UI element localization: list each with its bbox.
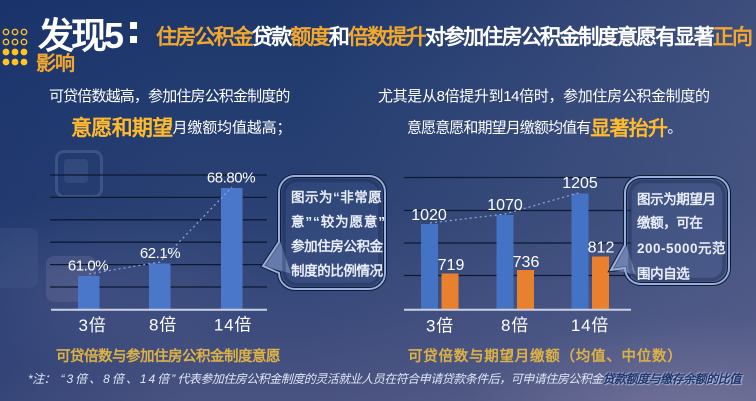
svg-text:14倍: 14倍 xyxy=(214,316,252,335)
svg-text:61.0%: 61.0% xyxy=(68,258,108,275)
svg-text:1020: 1020 xyxy=(411,207,447,224)
svg-text:8倍: 8倍 xyxy=(149,316,177,335)
svg-text:意”“较为愿意”: 意”“较为愿意” xyxy=(291,214,386,230)
svg-text:1205: 1205 xyxy=(562,175,598,192)
svg-text:图示为“非常愿: 图示为“非常愿 xyxy=(291,189,382,205)
svg-text:736: 736 xyxy=(513,254,540,271)
svg-text:3倍: 3倍 xyxy=(426,317,454,336)
svg-text:制度的比例情况: 制度的比例情况 xyxy=(291,263,384,279)
svg-text:1070: 1070 xyxy=(487,197,523,214)
svg-text:200-5000元范: 200-5000元范 xyxy=(637,240,726,256)
svg-text:719: 719 xyxy=(438,257,465,274)
svg-text:缴额，可在: 缴额，可在 xyxy=(637,215,703,231)
svg-text:图示为期望月: 图示为期望月 xyxy=(637,191,716,207)
svg-text:62.1%: 62.1% xyxy=(140,245,180,262)
svg-text:8倍: 8倍 xyxy=(501,316,529,335)
svg-text:812: 812 xyxy=(588,240,615,257)
svg-text:3倍: 3倍 xyxy=(78,316,106,335)
svg-text:围内自选: 围内自选 xyxy=(637,266,690,282)
svg-text:68.80%: 68.80% xyxy=(207,170,255,187)
svg-text:参加住房公积金: 参加住房公积金 xyxy=(291,238,384,254)
svg-text:14倍: 14倍 xyxy=(571,316,609,335)
